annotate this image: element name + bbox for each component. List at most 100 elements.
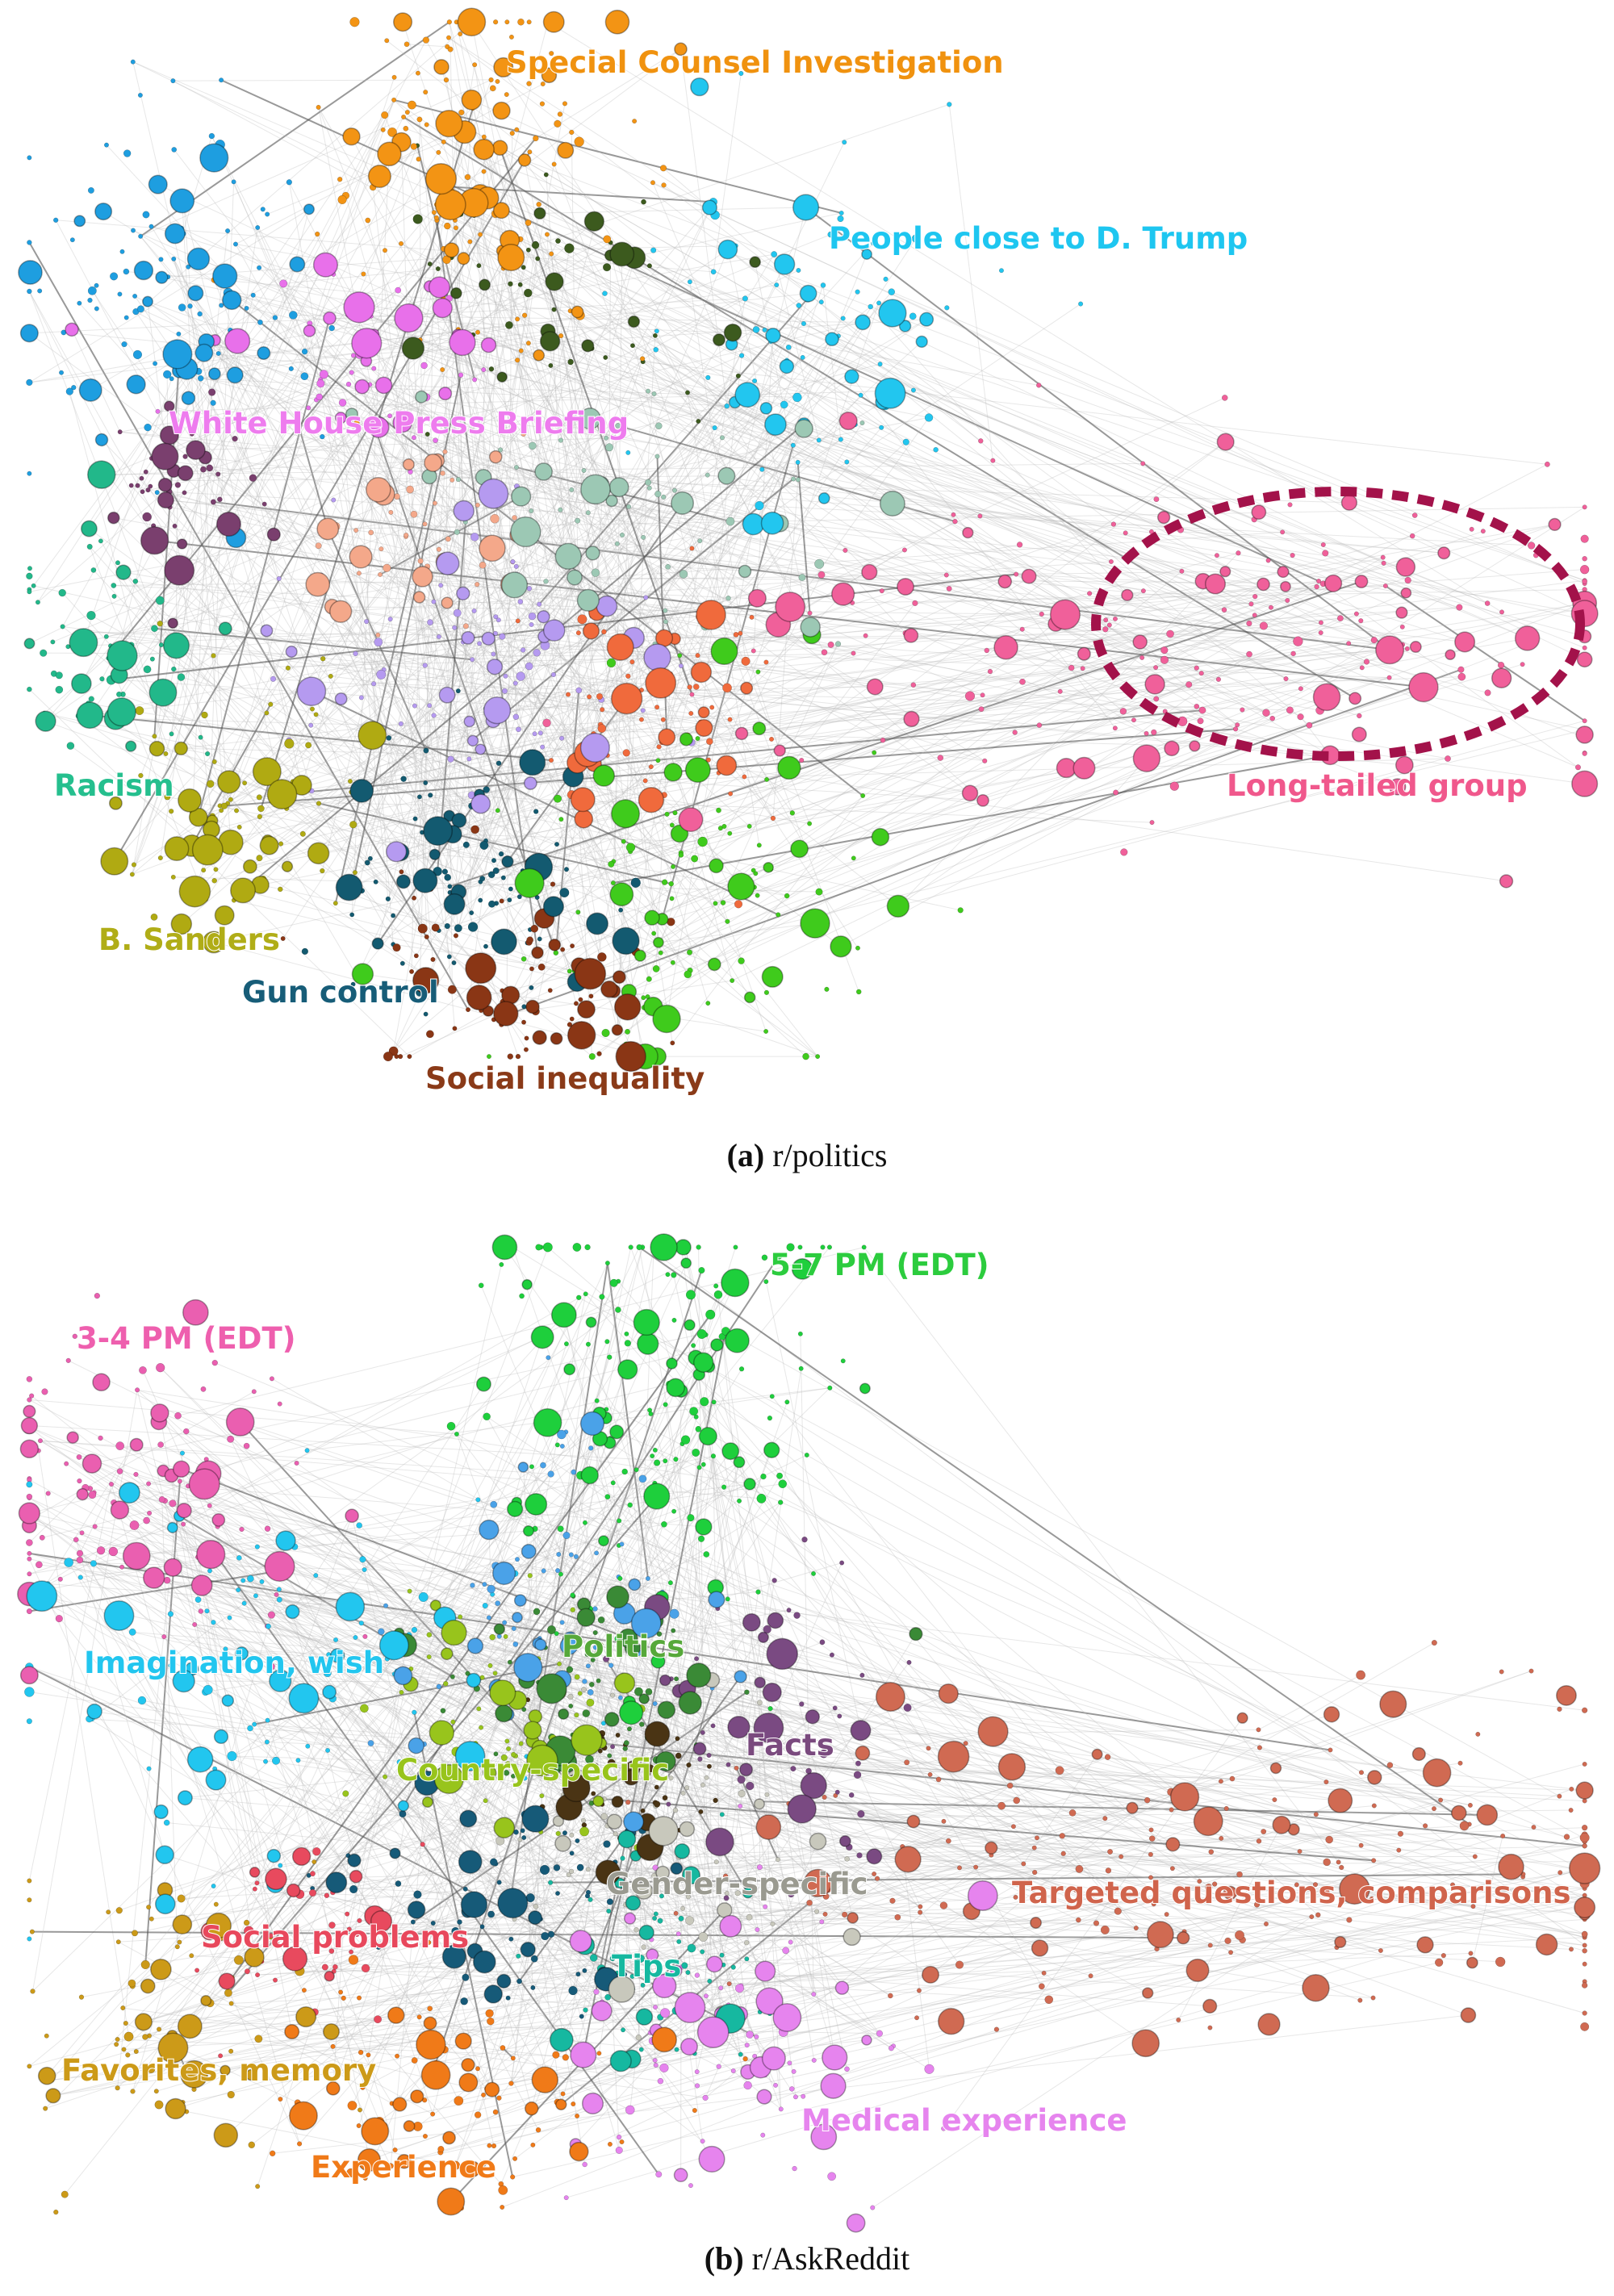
edge	[391, 1895, 1585, 2104]
edge	[470, 478, 794, 742]
node	[211, 1513, 226, 1527]
node	[145, 487, 151, 493]
node	[1531, 1825, 1537, 1830]
edge	[689, 281, 1585, 581]
node	[796, 303, 802, 308]
edge	[689, 282, 746, 662]
node	[651, 931, 657, 936]
node	[1269, 715, 1276, 721]
edge	[435, 440, 682, 855]
node	[665, 1272, 671, 1278]
node	[453, 500, 475, 522]
node	[671, 1628, 676, 1633]
node	[615, 2146, 623, 2154]
edge	[1300, 506, 1585, 689]
node	[1208, 1849, 1215, 1855]
node	[45, 2088, 61, 2104]
edge	[151, 226, 337, 527]
edge	[539, 207, 806, 214]
node	[1323, 1780, 1329, 1785]
edge	[530, 767, 1085, 864]
node	[776, 1472, 784, 1479]
edge	[356, 423, 450, 957]
node	[573, 1554, 579, 1559]
node	[695, 653, 700, 659]
node	[554, 542, 582, 570]
node	[163, 1819, 170, 1826]
node	[343, 291, 375, 324]
edge	[520, 489, 596, 602]
node	[755, 1927, 760, 1933]
edge	[29, 1692, 1355, 1890]
node	[416, 2014, 422, 2020]
edge	[342, 242, 611, 404]
edge	[289, 677, 1390, 741]
node	[904, 1759, 910, 1766]
edge	[341, 417, 682, 667]
edge	[444, 1617, 516, 1920]
edge	[267, 720, 494, 842]
node	[131, 862, 137, 868]
node	[27, 566, 32, 571]
node	[710, 637, 738, 666]
edge	[341, 561, 1111, 613]
node	[460, 1891, 488, 1918]
node	[1068, 664, 1075, 671]
edge	[44, 1878, 277, 2109]
node	[1380, 554, 1386, 560]
node	[855, 289, 860, 295]
node	[610, 1480, 616, 1486]
node	[569, 1832, 575, 1838]
node	[951, 512, 956, 517]
node	[387, 127, 397, 137]
edge	[522, 420, 699, 650]
edge	[362, 2060, 415, 2089]
node	[233, 1955, 244, 1965]
node	[492, 867, 500, 874]
edge	[28, 291, 228, 804]
edge	[626, 441, 907, 700]
node	[110, 272, 119, 281]
node	[273, 1977, 278, 1983]
edge	[296, 420, 329, 529]
node	[1256, 577, 1270, 592]
node	[789, 810, 796, 816]
node	[574, 809, 594, 829]
node	[549, 2027, 574, 2052]
edge	[512, 1247, 1362, 1773]
node	[533, 135, 539, 142]
edge	[225, 1648, 677, 1690]
node	[796, 267, 801, 273]
node	[417, 923, 428, 934]
edge	[584, 1522, 1459, 1813]
node	[615, 1307, 621, 1313]
node	[1472, 1854, 1478, 1859]
edge	[145, 1763, 1461, 1965]
edge	[137, 1389, 751, 1485]
node	[443, 77, 449, 83]
node	[86, 610, 96, 621]
node	[1445, 755, 1451, 762]
edge	[144, 1964, 392, 2104]
node	[86, 1703, 102, 1720]
node	[648, 1411, 654, 1416]
edge	[132, 592, 464, 875]
node	[169, 809, 174, 814]
node	[842, 1911, 848, 1918]
edge	[214, 374, 424, 929]
node	[1236, 1871, 1243, 1878]
node	[575, 2113, 580, 2118]
node	[269, 2150, 276, 2156]
edge	[157, 389, 914, 412]
edge	[446, 1653, 1361, 2001]
edge	[165, 234, 831, 501]
node	[742, 295, 748, 302]
node	[495, 1600, 501, 1607]
node	[171, 147, 178, 153]
node	[663, 763, 683, 782]
edge	[445, 1617, 642, 1709]
edge	[62, 626, 533, 1007]
node	[197, 375, 204, 382]
node	[26, 378, 33, 387]
node	[659, 2063, 669, 2072]
